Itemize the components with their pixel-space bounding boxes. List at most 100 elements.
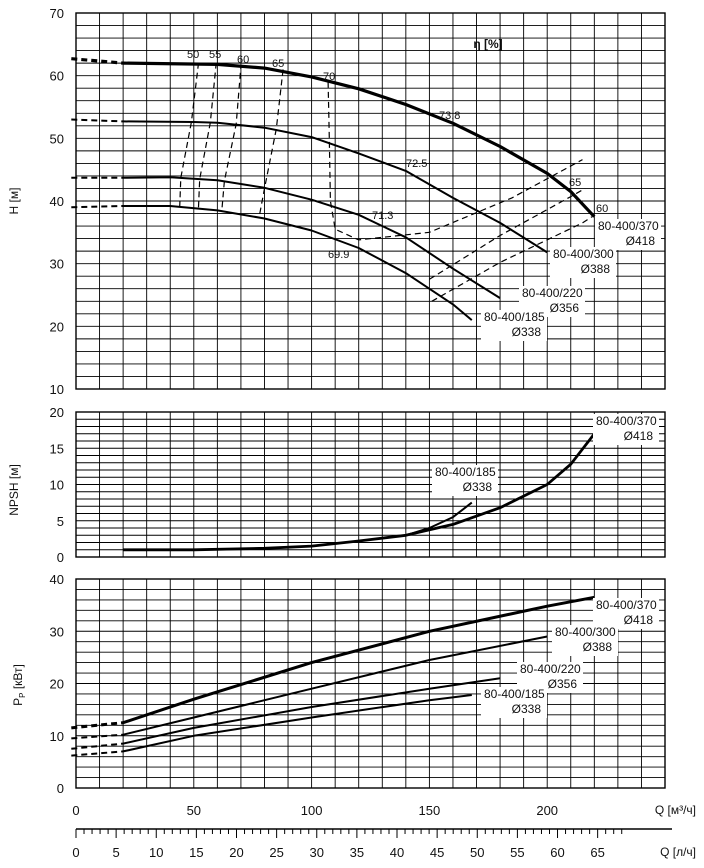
head-y-tick: 50 [50, 131, 64, 146]
lph-x-label: Q [л/ч] [660, 845, 696, 859]
lph-x-tick: 55 [510, 845, 524, 860]
power-curve-dashed [71, 750, 124, 757]
head-curve [123, 205, 473, 321]
head-curve-dashed [71, 118, 124, 123]
head-curve [123, 176, 501, 299]
head-curve-dashed [71, 57, 124, 65]
efficiency-curve [179, 63, 200, 208]
efficiency-curve [327, 81, 583, 241]
head-frame [75, 12, 666, 390]
npsh-y-tick: 5 [57, 514, 64, 529]
efficiency-curve-label: 60 [596, 203, 608, 215]
lph-x-tick: 10 [149, 845, 163, 860]
head-curve [123, 120, 548, 254]
power-series-label-dia: Ø356 [548, 677, 578, 691]
npsh-y-tick: 0 [57, 550, 64, 565]
power-x-tick: 200 [536, 803, 558, 818]
npsh-y-tick: 20 [50, 405, 64, 420]
npsh-series-label-bg [593, 414, 659, 445]
head-series-label-dia: Ø338 [512, 325, 542, 339]
power-series-label-dia: Ø388 [583, 640, 613, 654]
power-y-tick: 10 [50, 729, 64, 744]
lph-x-tick: 60 [550, 845, 564, 860]
lph-x-tick: 30 [310, 845, 324, 860]
head-series-label-bg [595, 219, 661, 250]
power-series-label: 80-400/185 [484, 687, 545, 701]
npsh-y-tick: 10 [50, 478, 64, 493]
power-frame [75, 578, 666, 789]
npsh-series-label-dia: Ø338 [463, 480, 493, 494]
head-curve-dashed [71, 205, 124, 209]
head-y-label: H [м] [7, 188, 21, 215]
lph-x-tick: 25 [269, 845, 283, 860]
efficiency-curve [431, 216, 593, 302]
head-y-tick: 20 [50, 319, 64, 334]
power-x-tick: 50 [187, 803, 201, 818]
lph-x-tick: 65 [590, 845, 604, 860]
power-y-tick: 30 [50, 624, 64, 639]
npsh-y-label: NPSH [м] [7, 464, 21, 516]
efficiency-point-label: 73.8 [439, 110, 460, 122]
efficiency-curve-label: 50 [187, 49, 199, 61]
power-series-label: 80-400/300 [555, 625, 616, 639]
efficiency-point-label: 71.3 [372, 210, 393, 222]
npsh-series-label-dia: Ø418 [624, 429, 654, 443]
power-y-tick: 40 [50, 572, 64, 587]
head-series-label: 80-400/185 [484, 310, 545, 324]
head-y-tick: 10 [50, 382, 64, 397]
head-series-label-bg [481, 310, 547, 341]
lph-x-tick: 40 [390, 845, 404, 860]
power-x-tick: 150 [419, 803, 441, 818]
power-series-label-dia: Ø418 [624, 613, 654, 627]
efficiency-curve-label: 60 [237, 54, 249, 66]
efficiency-curve [429, 187, 586, 280]
power-x-tick: 100 [301, 803, 323, 818]
efficiency-point-label: 69.9 [328, 249, 349, 261]
head-series-label: 80-400/370 [598, 219, 659, 233]
npsh-series-label: 80-400/185 [435, 465, 496, 479]
head-y-tick: 30 [50, 257, 64, 272]
power-y-tick: 0 [57, 781, 64, 796]
npsh-frame [75, 411, 666, 558]
efficiency-curve-label: 55 [209, 49, 221, 61]
power-curve-dashed [71, 733, 124, 740]
power-curve [122, 694, 472, 753]
power-y-label: PP [кВт] [11, 664, 27, 706]
power-curve [122, 635, 548, 736]
power-series-label: 80-400/220 [520, 662, 581, 676]
lph-x-tick: 15 [189, 845, 203, 860]
power-curve [122, 595, 595, 725]
head-y-tick: 70 [50, 6, 64, 21]
power-x-tick: 0 [72, 803, 79, 818]
efficiency-curve-label: 65 [272, 58, 284, 70]
head-series-label-dia: Ø388 [581, 262, 611, 276]
lph-x-tick: 35 [350, 845, 364, 860]
efficiency-curve [221, 66, 242, 208]
head-series-label-bg [550, 247, 616, 278]
npsh-series-label-bg [432, 465, 498, 496]
power-curve [122, 677, 501, 745]
lph-x-tick: 0 [72, 845, 79, 860]
head-series-label: 80-400/220 [522, 286, 583, 300]
lph-x-tick: 50 [470, 845, 484, 860]
power-curve-dashed [71, 742, 124, 750]
lph-x-tick: 5 [113, 845, 120, 860]
head-curve [123, 61, 596, 218]
npsh-series-label: 80-400/370 [596, 414, 657, 428]
power-series-label-dia: Ø338 [512, 702, 542, 716]
efficiency-curve-label: 70 [323, 71, 335, 83]
power-x-label: Q [м³/ч] [655, 803, 696, 817]
power-curve-dashed [71, 721, 124, 730]
lph-x-tick: 20 [229, 845, 243, 860]
head-y-tick: 40 [50, 194, 64, 209]
head-series-label-dia: Ø356 [550, 301, 580, 315]
power-y-tick: 20 [50, 677, 64, 692]
power-series-label: 80-400/370 [596, 598, 657, 612]
head-chart: 10 20 30 40 50 60 70 H [м] η [%] 50 55 60 65 70 65 60 73… [7, 6, 666, 397]
flow-lph-axis: 0 5 10 15 20 25 30 35 40 45 50 55 60 65 Q [л/ч] [72, 828, 696, 860]
power-series-label-bg [481, 687, 547, 718]
power-series-label-bg [552, 625, 618, 656]
efficiency-curve-label: 65 [569, 177, 581, 189]
